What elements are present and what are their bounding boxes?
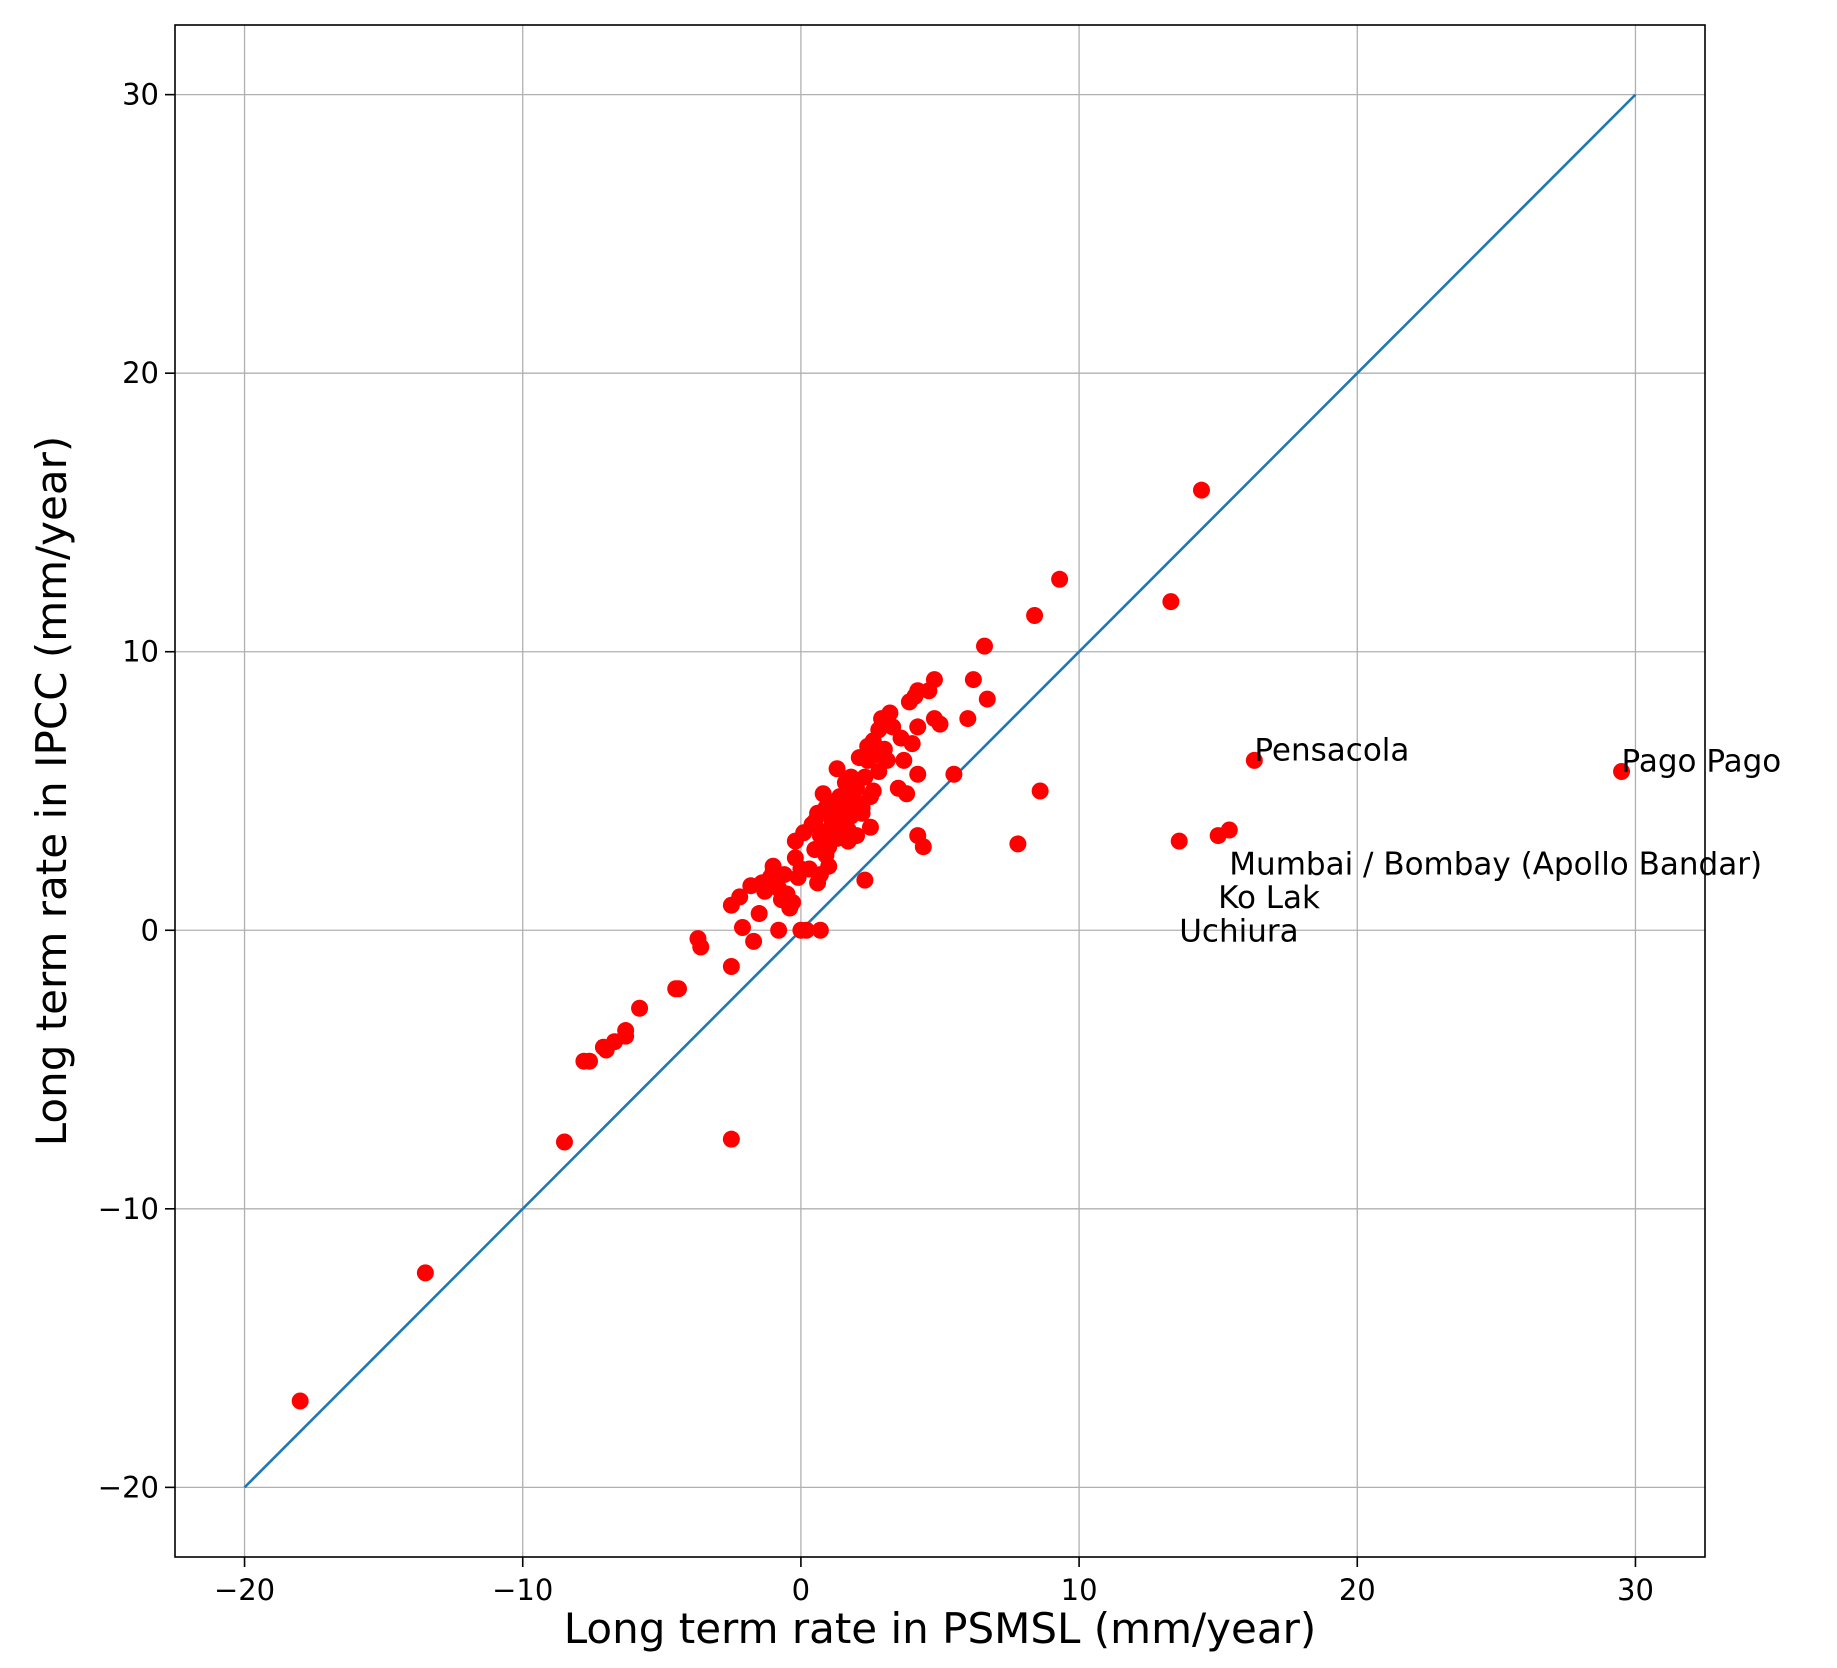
- data-point: [881, 704, 899, 722]
- data-point: [964, 671, 982, 689]
- data-point: [834, 824, 852, 842]
- data-point: [797, 921, 815, 939]
- data-point: [1026, 607, 1044, 625]
- data-point: [945, 765, 963, 783]
- data-point: [914, 838, 932, 856]
- data-point: [909, 765, 927, 783]
- reference-line: [243, 93, 1637, 1489]
- data-point: [1220, 821, 1238, 839]
- data-point: [731, 888, 749, 906]
- data-point: [733, 918, 751, 936]
- data-point: [1009, 835, 1027, 853]
- y-axis-ticks: −20 −10 0 10 20 30: [98, 78, 175, 1504]
- x-tick-label: 30: [1617, 1573, 1654, 1607]
- data-point: [617, 1027, 635, 1045]
- data-point: [931, 715, 949, 733]
- x-tick-label: −20: [214, 1573, 275, 1607]
- data-point: [861, 818, 879, 836]
- y-tick-label: 10: [122, 635, 159, 669]
- x-tick-label: 10: [1061, 1573, 1098, 1607]
- data-point: [856, 871, 874, 889]
- data-point: [828, 810, 846, 828]
- data-point: [1613, 763, 1631, 781]
- data-point: [898, 785, 916, 803]
- data-point: [670, 980, 688, 998]
- x-axis-ticks: −20 −10 0 10 20 30: [214, 1557, 1654, 1607]
- data-point: [895, 751, 913, 769]
- data-point: [976, 637, 994, 655]
- data-point: [784, 893, 802, 911]
- data-point: [1031, 782, 1049, 800]
- data-point: [959, 710, 977, 728]
- data-point: [692, 938, 710, 956]
- y-tick-label: 20: [122, 356, 159, 390]
- data-point: [416, 1264, 434, 1282]
- point-annotation: Ko Lak: [1218, 880, 1320, 916]
- data-point: [1245, 751, 1263, 769]
- y-tick-label: 30: [122, 78, 159, 112]
- data-point: [848, 779, 866, 797]
- point-annotation: Pensacola: [1254, 732, 1409, 768]
- data-point: [909, 718, 927, 736]
- data-point: [750, 905, 768, 923]
- data-point: [770, 921, 788, 939]
- data-point: [1051, 570, 1069, 588]
- data-point: [903, 735, 921, 753]
- reference-line-group: [243, 93, 1637, 1489]
- data-point: [775, 866, 793, 884]
- annotations: Pensacola Pago Pago Mumbai / Bombay (Apoll…: [1179, 732, 1781, 949]
- plot-frame: [174, 24, 1706, 1558]
- data-points: [291, 481, 1631, 1410]
- data-point: [870, 763, 888, 781]
- data-point: [580, 1052, 598, 1070]
- y-axis-label: Long term rate in IPCC (mm/year): [27, 436, 76, 1147]
- data-point: [555, 1133, 573, 1151]
- y-tick-label: −20: [98, 1470, 159, 1504]
- point-annotation: Uchiura: [1179, 913, 1298, 949]
- y-tick-label: 0: [141, 913, 159, 947]
- data-point: [864, 782, 882, 800]
- grid: [175, 25, 1705, 1557]
- data-point: [631, 999, 649, 1017]
- data-point: [978, 690, 996, 708]
- data-point: [1170, 832, 1188, 850]
- data-point: [811, 921, 829, 939]
- data-point: [828, 760, 846, 778]
- data-point: [845, 801, 863, 819]
- point-annotation: Pago Pago: [1622, 744, 1782, 780]
- data-point: [745, 932, 763, 950]
- x-tick-label: −10: [492, 1573, 553, 1607]
- x-axis-label: Long term rate in PSMSL (mm/year): [564, 1604, 1316, 1653]
- data-point: [1162, 593, 1180, 611]
- data-point: [811, 827, 829, 845]
- data-point: [722, 1130, 740, 1148]
- data-point: [823, 793, 841, 811]
- point-annotation: Mumbai / Bombay (Apollo Bandar): [1229, 847, 1762, 883]
- x-tick-label: 0: [792, 1573, 810, 1607]
- data-point: [925, 671, 943, 689]
- data-point: [291, 1392, 309, 1410]
- data-point: [1192, 481, 1210, 499]
- data-point: [722, 957, 740, 975]
- data-point: [820, 857, 838, 875]
- y-tick-label: −10: [98, 1192, 159, 1226]
- data-point: [756, 882, 774, 900]
- x-tick-label: 20: [1339, 1573, 1376, 1607]
